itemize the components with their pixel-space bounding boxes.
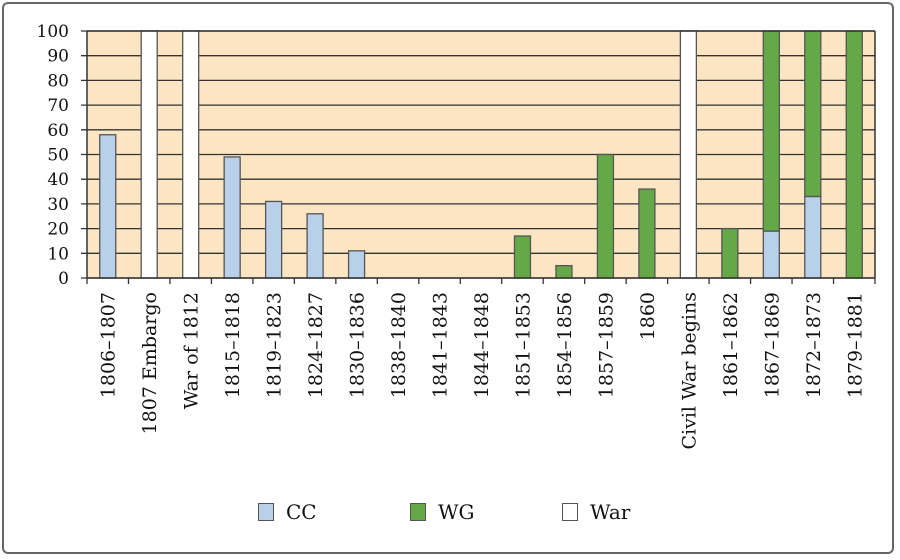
bar-wg <box>555 264 573 279</box>
x-tick-label: 1861–1862 <box>720 292 742 398</box>
bar-wg <box>845 30 863 279</box>
y-tick-label: 100 <box>37 22 69 42</box>
legend-item-war: War <box>562 500 630 524</box>
y-tick-label: 10 <box>47 244 69 264</box>
x-tick-label: Civil War begins <box>678 292 700 450</box>
bar-cc <box>347 250 366 279</box>
bar-cc <box>804 195 822 279</box>
legend-swatch <box>562 503 578 521</box>
legend-item-cc: CC <box>258 500 317 524</box>
bar-cc <box>223 156 241 279</box>
legend-label: CC <box>286 500 317 524</box>
x-tick-label: 1879–1881 <box>844 292 866 398</box>
x-tick-label: 1860 <box>637 292 659 340</box>
y-tick-label: 90 <box>47 47 69 67</box>
y-tick-label: 70 <box>47 96 69 116</box>
x-tick-label: 1824–1827 <box>305 292 327 398</box>
x-tick-label: 1830–1836 <box>347 292 369 398</box>
x-tick-label: 1867–1869 <box>761 292 783 398</box>
x-tick-label: War of 1812 <box>181 292 203 409</box>
y-tick-label: 80 <box>47 71 69 91</box>
legend-swatch <box>258 503 274 521</box>
y-tick-label: 60 <box>47 121 69 141</box>
x-tick-label: 1806–1807 <box>98 292 120 398</box>
x-tick-label: 1872–1873 <box>803 292 825 398</box>
bar-cc <box>306 213 324 279</box>
x-tick-label: 1815–1818 <box>222 292 244 398</box>
bar-cc <box>762 230 780 279</box>
legend-label: WG <box>438 500 475 524</box>
bar-wg <box>721 227 739 279</box>
x-tick-label: 1838–1840 <box>388 292 410 398</box>
x-tick-label: 1844–1848 <box>471 292 493 398</box>
y-tick-label: 30 <box>47 195 69 215</box>
legend: CC WG War <box>0 500 900 530</box>
y-tick-label: 40 <box>47 170 69 190</box>
y-tick-label: 20 <box>47 220 69 240</box>
chart-frame <box>2 2 894 554</box>
legend-label: War <box>590 500 631 524</box>
bar-cc <box>99 134 117 279</box>
x-tick-label: 1854–1856 <box>554 292 576 398</box>
stacked-bar-chart: 0 10 20 30 40 50 60 70 80 90 100 1806–1807 1807 Emba… <box>37 22 876 450</box>
bar-wg <box>596 153 615 279</box>
x-tick-label: 1819–1823 <box>264 292 286 398</box>
x-tick-label: 1807 Embargo <box>139 292 161 434</box>
bar-war <box>182 30 200 279</box>
bar-wg <box>804 30 822 198</box>
x-tick-label: 1857–1859 <box>595 292 617 398</box>
bar-war <box>679 30 698 279</box>
y-tick-label: 0 <box>58 269 69 289</box>
bar-wg <box>513 235 532 279</box>
bar-cc <box>264 200 283 279</box>
bar-wg <box>762 30 780 232</box>
y-tick-label: 50 <box>47 146 69 166</box>
x-tick-label: 1851–1853 <box>512 292 534 398</box>
bar-war <box>140 30 158 279</box>
legend-swatch <box>410 503 426 521</box>
legend-item-wg: WG <box>410 500 475 524</box>
x-tick-label: 1841–1843 <box>430 292 452 398</box>
bar-wg <box>638 188 656 279</box>
